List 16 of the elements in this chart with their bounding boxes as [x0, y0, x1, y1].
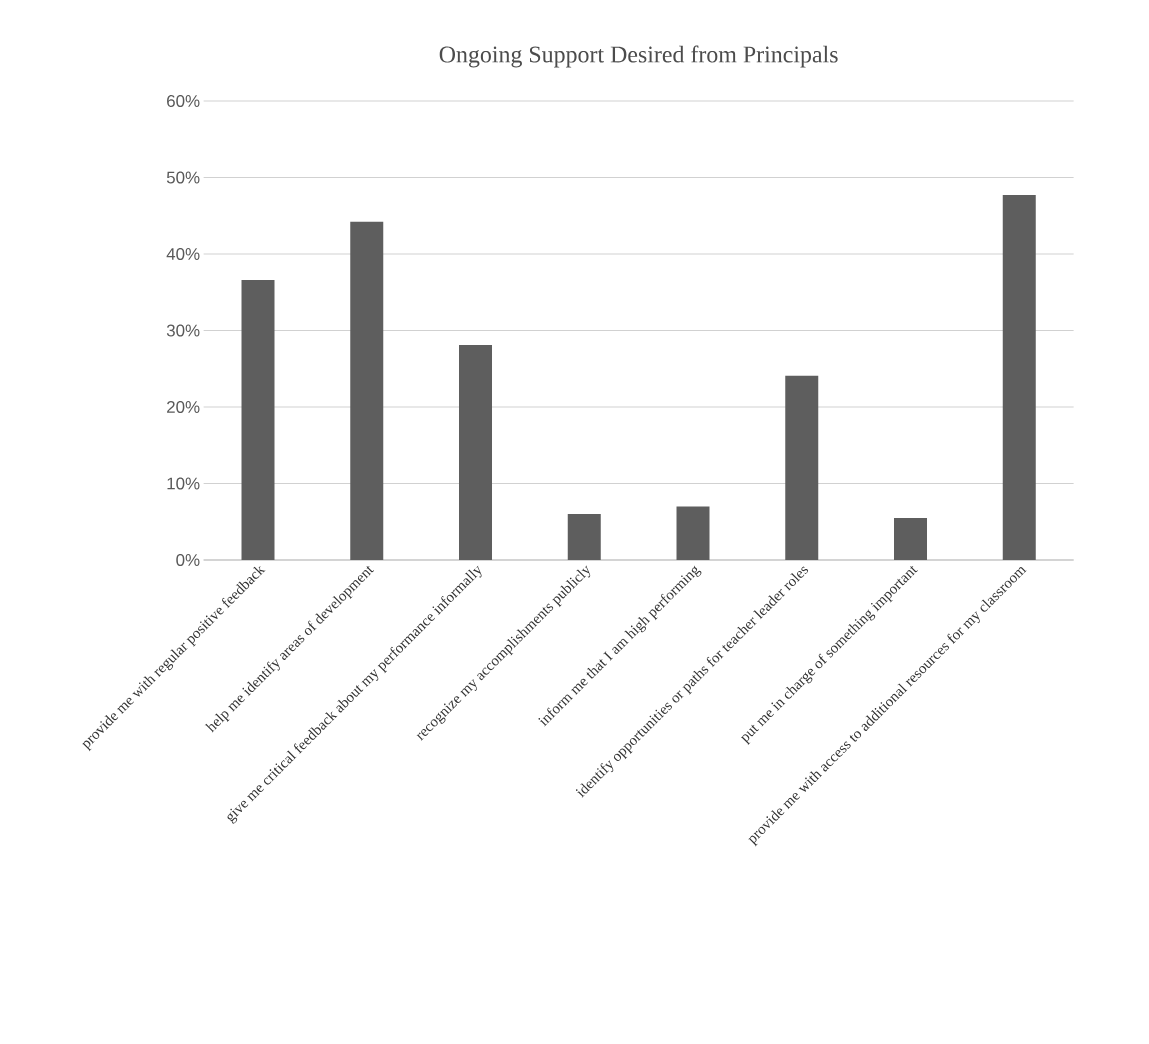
y-tick-label: 10%	[167, 477, 200, 490]
bar	[676, 506, 710, 560]
y-tick-label: 0%	[176, 554, 200, 566]
bar	[785, 375, 819, 560]
y-tick-label: 40%	[166, 248, 200, 260]
y-tick-label: 60%	[167, 94, 200, 107]
bar	[567, 514, 601, 560]
bar	[241, 280, 275, 560]
bar	[1002, 195, 1036, 560]
bar	[350, 221, 384, 560]
bar	[459, 345, 492, 560]
bar	[894, 517, 927, 560]
chart-title: Ongoing Support Desired from Principals	[439, 45, 838, 68]
y-tick-label: 30%	[166, 324, 200, 337]
y-tick-label: 20%	[167, 401, 200, 413]
y-tick-label: 50%	[166, 171, 200, 184]
